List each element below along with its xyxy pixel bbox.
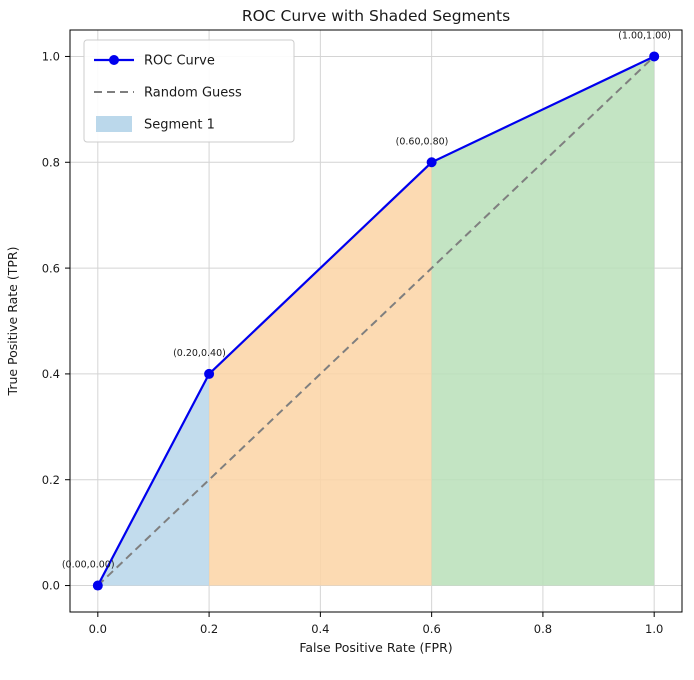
legend-label: ROC Curve <box>144 54 215 69</box>
data-point-marker <box>426 157 437 168</box>
y-tick-label: 0.8 <box>42 155 60 169</box>
legend: ROC Curve Random Guess Segment 1 <box>83 39 295 143</box>
random-guess-line <box>97 55 655 587</box>
roc-line <box>96 55 655 587</box>
y-tick-label: 1.0 <box>42 50 60 64</box>
data-point-marker <box>92 580 103 591</box>
legend-patch-sample <box>96 116 132 132</box>
legend-label: Random Guess <box>144 86 242 101</box>
y-axis-label: True Positive Rate (TPR) <box>5 247 20 397</box>
data-point-marker <box>649 51 660 62</box>
x-tick-label: 0.6 <box>422 622 440 636</box>
x-tick-label: 0.2 <box>200 622 218 636</box>
plot-area: (0.00,0.00) (0.20,0.40) (0.60,0.80) (1.00,1… <box>42 29 683 636</box>
x-tick-label: 0.0 <box>89 622 107 636</box>
x-tick-label: 1.0 <box>645 622 663 636</box>
x-tick-label: 0.8 <box>534 622 552 636</box>
y-tick-label: 0.2 <box>42 473 60 487</box>
chart-title: ROC Curve with Shaded Segments <box>242 7 510 25</box>
y-tick-label: 0.4 <box>42 367 60 381</box>
annotation: (0.20,0.40) <box>173 348 226 359</box>
axes-spine <box>69 29 683 613</box>
y-tick-label: 0.0 <box>42 579 60 593</box>
annotation: (1.00,1.00) <box>618 30 671 41</box>
x-tick-label: 0.4 <box>311 622 329 636</box>
legend-roc-marker-sample <box>109 55 119 65</box>
annotation: (0.60,0.80) <box>396 136 449 147</box>
segment-2-fill <box>209 162 432 586</box>
annotation: (0.00,0.00) <box>62 560 115 571</box>
data-point-marker <box>204 368 215 379</box>
x-axis-label: False Positive Rate (FPR) <box>299 640 452 655</box>
legend-box <box>83 39 295 143</box>
segment-3-fill <box>431 56 655 586</box>
legend-label: Segment 1 <box>144 118 215 133</box>
y-tick-label: 0.6 <box>42 261 60 275</box>
